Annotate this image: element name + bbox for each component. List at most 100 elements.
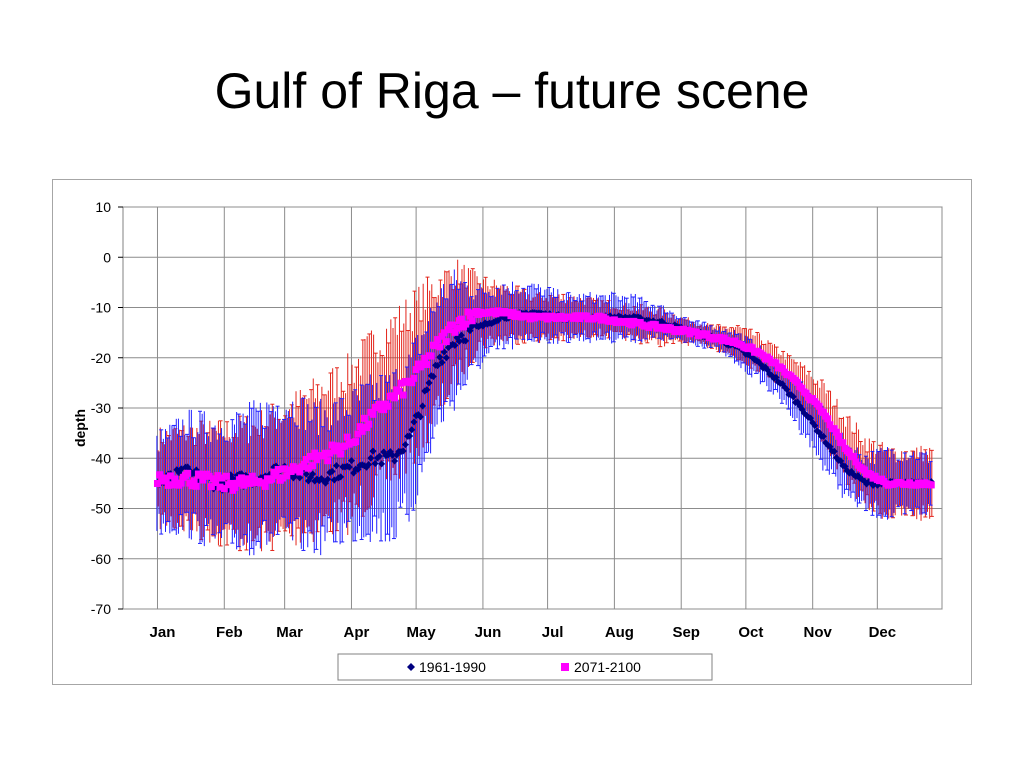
- data-point-2071-2100: [207, 483, 215, 491]
- data-point-1961-1990: [462, 337, 470, 345]
- data-point-2071-2100: [216, 483, 224, 491]
- data-point-2071-2100: [360, 414, 368, 422]
- data-point-2071-2100: [462, 320, 470, 328]
- data-point-1961-1990: [779, 380, 787, 388]
- data-point-2071-2100: [218, 474, 226, 482]
- data-point-2071-2100: [839, 439, 847, 447]
- data-point-2071-2100: [867, 470, 875, 478]
- legend-label: 2071-2100: [574, 659, 641, 675]
- markers-layer: [153, 307, 935, 494]
- data-point-1961-1990: [429, 372, 437, 380]
- data-point-2071-2100: [153, 480, 161, 488]
- data-point-2071-2100: [283, 472, 291, 480]
- data-point-1961-1990: [416, 413, 424, 421]
- x-tick-label-may: May: [407, 624, 437, 641]
- data-point-1961-1990: [479, 322, 487, 330]
- data-point-1961-1990: [375, 452, 383, 460]
- data-point-1961-1990: [802, 411, 810, 419]
- data-point-2071-2100: [421, 354, 429, 362]
- data-point-1961-1990: [332, 462, 340, 470]
- data-point-2071-2100: [169, 481, 177, 489]
- data-point-2071-2100: [453, 324, 461, 332]
- data-point-1961-1990: [391, 457, 399, 465]
- data-point-1961-1990: [796, 402, 804, 410]
- data-point-1961-1990: [296, 474, 304, 482]
- data-point-2071-2100: [457, 315, 465, 323]
- x-tick-label-oct: Oct: [738, 624, 763, 641]
- data-point-2071-2100: [233, 479, 241, 487]
- data-point-2071-2100: [451, 328, 459, 336]
- data-point-2071-2100: [330, 447, 338, 455]
- data-point-1961-1990: [345, 463, 353, 471]
- data-point-2071-2100: [190, 477, 198, 485]
- x-tick-label-jan: Jan: [150, 624, 176, 641]
- data-point-2071-2100: [188, 482, 196, 490]
- data-point-2071-2100: [802, 389, 810, 397]
- data-point-2071-2100: [468, 317, 476, 325]
- x-tick-label-jul: Jul: [542, 624, 564, 641]
- data-point-2071-2100: [772, 359, 780, 367]
- data-point-2071-2100: [210, 475, 218, 483]
- data-point-1961-1990: [438, 359, 446, 367]
- chart-frame: 10 0 -10 -20 -30 -40 -50 -60 -70 Jan Feb Mar Apr May J…: [52, 179, 972, 685]
- data-point-2071-2100: [259, 479, 267, 487]
- data-point-2071-2100: [703, 330, 711, 338]
- data-point-1961-1990: [365, 460, 373, 468]
- data-point-1961-1990: [798, 405, 806, 413]
- data-point-2071-2100: [184, 469, 192, 477]
- data-point-2071-2100: [164, 481, 172, 489]
- data-point-2071-2100: [214, 472, 222, 480]
- data-point-2071-2100: [287, 467, 295, 475]
- data-point-1961-1990: [755, 358, 763, 366]
- y-tick-label: -10: [91, 300, 111, 316]
- data-point-1961-1990: [328, 467, 336, 475]
- data-point-1961-1990: [436, 353, 444, 361]
- slide-title: Gulf of Riga – future scene: [214, 63, 810, 119]
- data-point-2071-2100: [391, 394, 399, 402]
- x-tick-label-sep: Sep: [672, 624, 700, 641]
- data-point-1961-1990: [324, 475, 332, 483]
- data-point-1961-1990: [830, 447, 838, 455]
- data-point-2071-2100: [380, 406, 388, 414]
- data-point-1961-1990: [378, 460, 386, 468]
- data-point-2071-2100: [177, 479, 185, 487]
- x-tick-label-feb: Feb: [216, 624, 243, 641]
- data-point-1961-1990: [819, 432, 827, 440]
- data-point-2071-2100: [860, 466, 868, 474]
- data-point-1961-1990: [451, 341, 459, 349]
- data-point-2071-2100: [278, 474, 286, 482]
- x-tick-label-apr: Apr: [344, 624, 370, 641]
- data-point-2071-2100: [337, 450, 345, 458]
- data-point-1961-1990: [419, 402, 427, 410]
- data-point-1961-1990: [408, 426, 416, 434]
- y-tick-label: -20: [91, 350, 111, 366]
- data-point-2071-2100: [384, 402, 392, 410]
- data-point-2071-2100: [227, 479, 235, 487]
- data-point-2071-2100: [231, 483, 239, 491]
- data-point-2071-2100: [423, 361, 431, 369]
- data-point-2071-2100: [324, 457, 332, 465]
- data-point-2071-2100: [684, 326, 692, 334]
- data-point-2071-2100: [302, 455, 310, 463]
- data-point-2071-2100: [927, 481, 935, 489]
- data-point-2071-2100: [322, 449, 330, 457]
- data-point-2071-2100: [335, 444, 343, 452]
- data-point-2071-2100: [311, 449, 319, 457]
- data-point-2071-2100: [274, 465, 282, 473]
- data-point-2071-2100: [824, 415, 832, 423]
- data-point-1961-1990: [337, 473, 345, 481]
- data-point-2071-2100: [354, 430, 362, 438]
- data-point-2071-2100: [358, 427, 366, 435]
- y-tick-label: -40: [91, 450, 111, 466]
- data-point-2071-2100: [794, 378, 802, 386]
- data-point-1961-1990: [811, 422, 819, 430]
- data-point-2071-2100: [326, 449, 334, 457]
- data-point-2071-2100: [166, 472, 174, 480]
- data-point-2071-2100: [759, 351, 767, 359]
- data-point-2071-2100: [375, 400, 383, 408]
- data-point-2071-2100: [766, 355, 774, 363]
- data-point-2071-2100: [395, 387, 403, 395]
- y-tick-label: 0: [103, 249, 111, 265]
- data-point-1961-1990: [457, 331, 465, 339]
- data-point-1961-1990: [302, 470, 310, 478]
